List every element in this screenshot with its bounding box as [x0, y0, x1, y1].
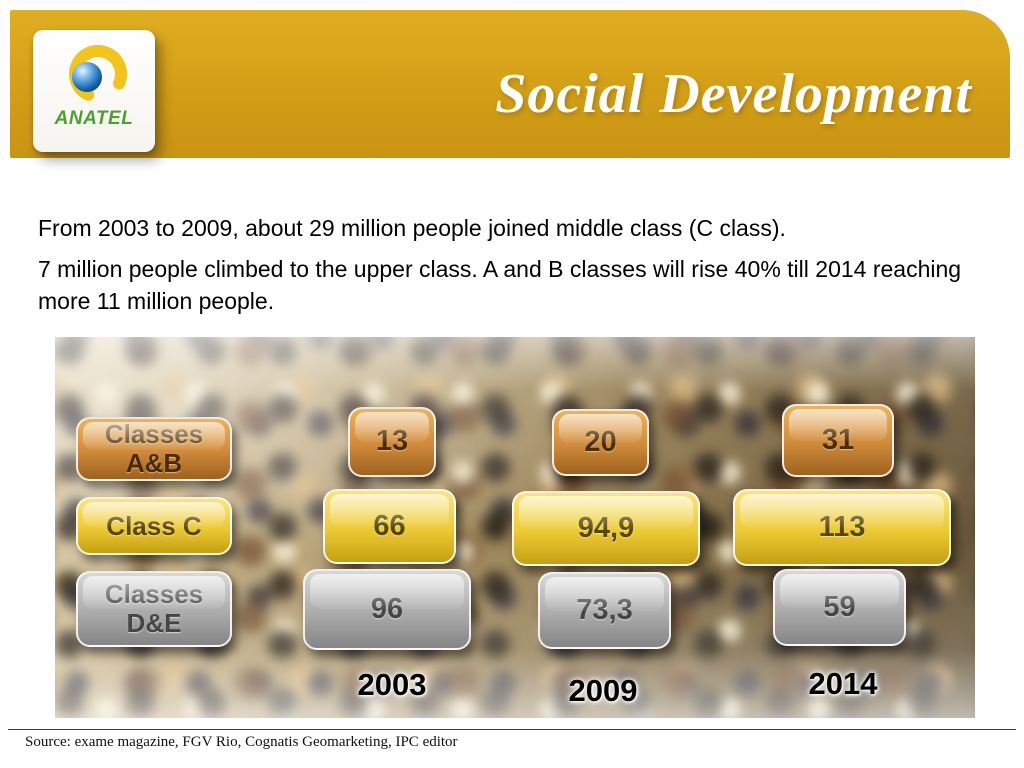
- year-label-2003: 2003: [357, 667, 427, 702]
- row-label-classes-ab: Classes A&B: [76, 417, 232, 481]
- intro-text: From 2003 to 2009, about 29 million peop…: [38, 212, 990, 327]
- anatel-logo-card: ANATEL: [33, 30, 155, 152]
- value-c-2014: 113: [733, 489, 951, 566]
- value-de-2003: 96: [303, 569, 471, 650]
- value-ab-2009: 20: [552, 409, 649, 476]
- anatel-logo-text: ANATEL: [54, 108, 134, 129]
- row-label-classes-de: Classes D&E: [76, 571, 232, 647]
- value-c-2009: 94,9: [512, 491, 700, 566]
- value-ab-2014: 31: [782, 404, 894, 477]
- value-ab-2003: 13: [348, 407, 436, 477]
- intro-line-1: From 2003 to 2009, about 29 million peop…: [38, 215, 786, 241]
- title-band: Social Development: [10, 10, 1010, 158]
- source-text: Source: exame magazine, FGV Rio, Cognati…: [25, 734, 458, 750]
- value-de-2009: 73,3: [538, 572, 671, 649]
- year-label-2014: 2014: [808, 666, 878, 701]
- anatel-logo-icon: [69, 45, 127, 103]
- row-label-class-c: Class C: [76, 497, 232, 555]
- footer-divider: [8, 729, 1016, 730]
- value-c-2003: 66: [323, 489, 456, 564]
- page-title: Social Development: [495, 63, 972, 125]
- value-de-2014: 59: [773, 569, 906, 646]
- intro-line-2: 7 million people climbed to the upper cl…: [38, 256, 962, 315]
- year-label-2009: 2009: [568, 673, 638, 708]
